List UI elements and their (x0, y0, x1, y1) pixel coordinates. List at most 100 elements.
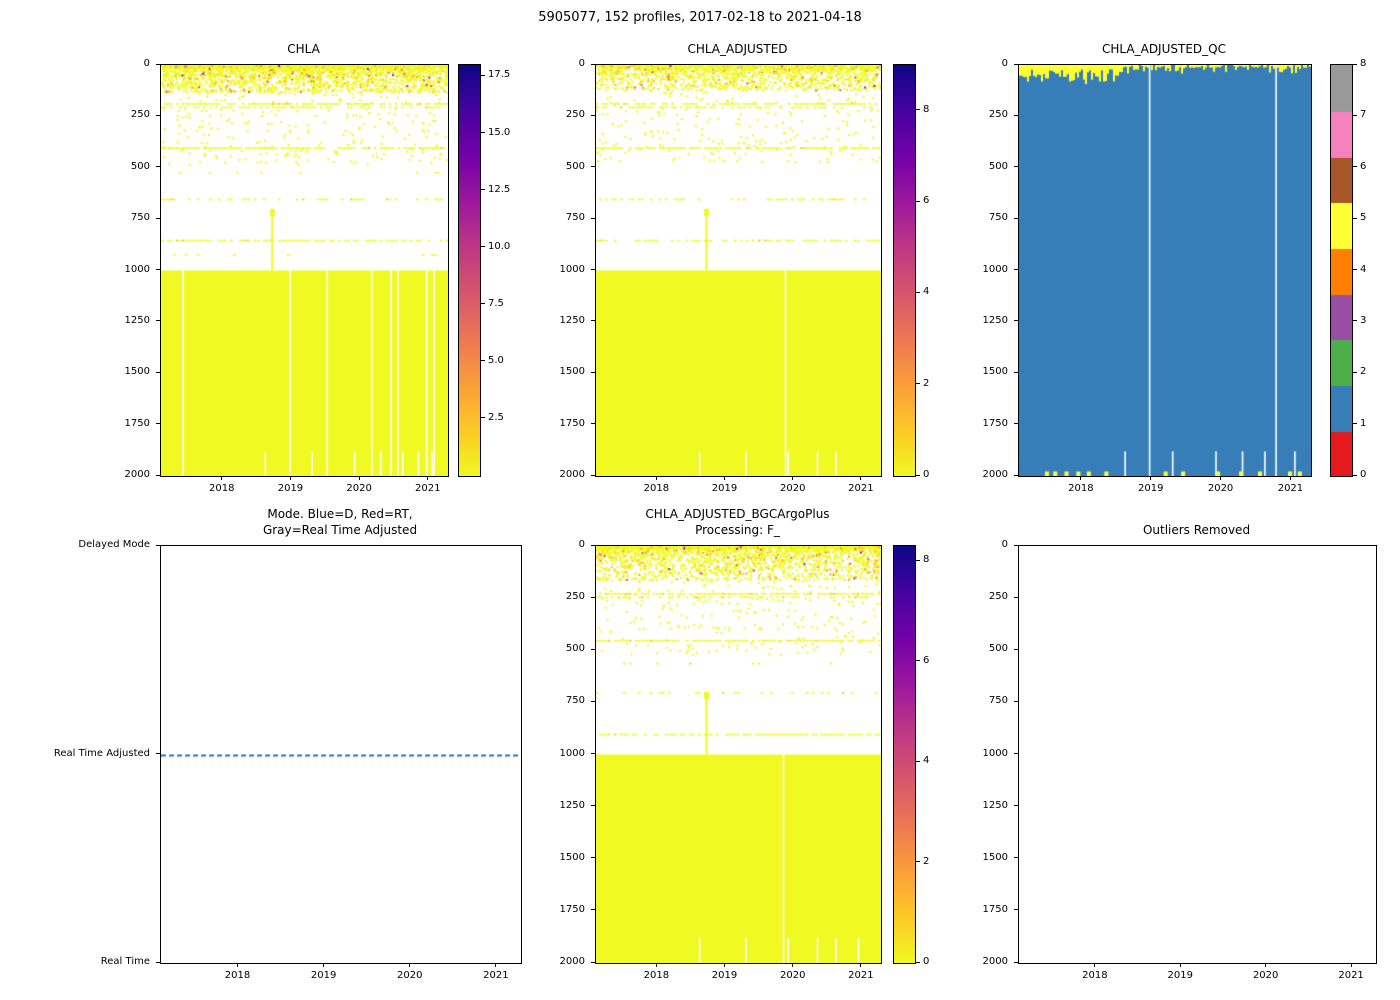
y-tick-mark (156, 269, 160, 270)
y-tick-label: 1500 (982, 851, 1008, 863)
y-tick-label: 0 (578, 58, 585, 69)
colorbar-tick-label: 4 (923, 286, 930, 298)
y-tick-label: 2000 (124, 469, 150, 480)
x-tick-label: 2018 (1068, 483, 1094, 494)
colorbar-tick-label: 8 (1360, 58, 1367, 69)
y-tick-label: 250 (130, 109, 150, 121)
y-tick-label: 1500 (124, 366, 150, 378)
chla-adjusted-heatmap-canvas (596, 65, 881, 476)
colorbar-tick-label: 12.5 (488, 183, 511, 195)
colorbar-tick-mark (1353, 269, 1357, 270)
y-tick-mark (1014, 63, 1018, 65)
y-tick-mark (1014, 320, 1018, 322)
y-tick-mark (591, 909, 595, 911)
y-tick-label: 1000 (982, 747, 1008, 759)
y-tick-label: 1500 (559, 851, 585, 863)
y-tick-label: 1250 (982, 314, 1008, 326)
y-category-label: Real Time (100, 956, 150, 967)
y-tick-label: 250 (988, 109, 1008, 121)
x-tick-mark (860, 963, 862, 967)
colorbar-tick-label: 5 (1360, 212, 1367, 224)
chla-heatmap-canvas (161, 65, 448, 476)
figure-title: 5905077, 152 profiles, 2017-02-18 to 202… (538, 10, 862, 25)
colorbar-tick-mark (481, 189, 485, 191)
x-tick-mark (1265, 963, 1267, 967)
y-tick-mark (156, 371, 160, 373)
x-tick-mark (358, 476, 360, 480)
colorbar-tick-mark (916, 109, 920, 111)
y-tick-mark (1014, 753, 1018, 754)
colorbar-chla (458, 64, 481, 477)
y-tick-label: 250 (988, 591, 1008, 603)
y-tick-label: 750 (988, 212, 1008, 224)
colorbar-tick-label: 10.0 (488, 240, 511, 252)
y-tick-label: 250 (565, 591, 585, 603)
chla-adjusted-colorbar-canvas (894, 65, 915, 476)
x-tick-label: 2020 (346, 483, 372, 494)
y-tick-mark (1014, 371, 1018, 373)
y-tick-label: 1250 (559, 314, 585, 326)
colorbar-tick-label: 1 (1360, 417, 1367, 429)
colorbar-tick-mark (481, 360, 485, 362)
colorbar-tick-mark (481, 74, 485, 76)
y-category-label: Real Time Adjusted (53, 747, 150, 759)
x-tick-mark (1080, 476, 1082, 480)
y-tick-mark (591, 474, 595, 476)
x-tick-mark (1150, 476, 1152, 480)
colorbar-tick-label: 3 (1360, 314, 1367, 326)
x-tick-mark (237, 963, 238, 967)
y-tick-mark (591, 63, 595, 65)
x-tick-mark (409, 963, 411, 967)
y-tick-mark (591, 700, 595, 702)
colorbar-tick-mark (1353, 423, 1357, 425)
colorbar-tick-mark (916, 861, 920, 863)
colorbar-tick-label: 8 (923, 554, 930, 566)
x-tick-label: 2019 (711, 970, 738, 981)
y-tick-mark (1014, 217, 1018, 219)
colorbar-tick-mark (916, 474, 920, 476)
y-tick-label: 1750 (124, 417, 150, 429)
y-tick-label: 0 (578, 539, 585, 550)
y-tick-mark (1014, 166, 1018, 168)
y-tick-mark (156, 961, 160, 963)
colorbar-tick-label: 15.0 (488, 126, 511, 138)
colorbar-tick-label: 7.5 (488, 297, 504, 309)
plot-area-chla (160, 64, 449, 477)
colorbar-tick-label: 0 (923, 956, 930, 967)
y-tick-mark (156, 423, 160, 425)
y-tick-label: 1000 (559, 263, 585, 275)
colorbar-tick-label: 7 (1360, 109, 1367, 121)
y-tick-mark (1014, 114, 1018, 116)
x-tick-label: 2021 (848, 483, 874, 494)
y-tick-mark (591, 217, 595, 219)
x-tick-label: 2021 (848, 970, 874, 981)
y-tick-mark (156, 474, 160, 476)
x-tick-label: 2019 (277, 483, 304, 494)
y-tick-label: 750 (988, 695, 1008, 707)
y-tick-mark (591, 371, 595, 373)
colorbar-chla-adjusted (893, 64, 916, 477)
y-tick-mark (156, 166, 160, 168)
y-tick-mark (1014, 474, 1018, 476)
colorbar-tick-label: 6 (923, 195, 930, 206)
y-tick-mark (591, 596, 595, 598)
y-tick-mark (591, 423, 595, 425)
x-tick-label: 2019 (310, 970, 337, 981)
y-tick-mark (1014, 909, 1018, 911)
x-tick-mark (495, 963, 497, 967)
y-category-label: Delayed Mode (78, 539, 150, 550)
y-tick-mark (591, 544, 595, 546)
colorbar-chla-adjusted-qc (1330, 64, 1353, 477)
colorbar-tick-mark (481, 132, 485, 133)
y-tick-mark (591, 805, 595, 807)
y-tick-label: 1250 (982, 799, 1008, 811)
y-tick-label: 0 (1001, 58, 1008, 69)
plot-area-chla-adjusted-qc (1018, 64, 1312, 477)
y-tick-mark (591, 320, 595, 322)
y-tick-mark (1014, 857, 1018, 859)
y-tick-mark (1014, 423, 1018, 425)
x-tick-label: 2020 (779, 483, 806, 494)
colorbar-bgc (893, 545, 916, 964)
plot-title-bgc: CHLA_ADJUSTED_BGCArgoPlus Processing: F_ (645, 507, 830, 537)
y-tick-label: 500 (988, 643, 1008, 655)
